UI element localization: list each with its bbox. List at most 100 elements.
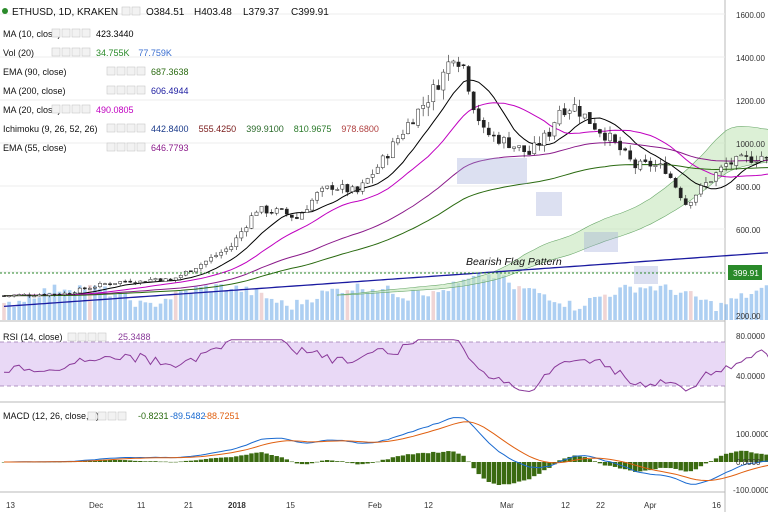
indicator-settings-icon[interactable] [71,28,81,38]
macd-icons[interactable] [87,411,127,421]
volume-bar [628,286,632,320]
indicator-settings-icon[interactable] [126,142,136,152]
macd-histogram-bar [481,462,486,479]
candle [360,182,365,192]
volume-bar [2,302,6,320]
indicator-settings-icon[interactable] [81,47,91,57]
macd-histogram-bar [400,455,406,462]
time-tick: 12 [424,501,433,510]
volume-bar [426,296,430,320]
candle [290,214,294,218]
volume-bar [365,292,370,320]
indicator-settings-icon[interactable] [106,85,116,95]
flag-box-2 [536,192,562,216]
time-axis[interactable]: 13 Dec 11 21 2018 15 Feb 12 Mar 12 22 Ap… [6,501,721,510]
volume-bar [113,294,117,320]
price-axis[interactable]: 1600.00 1400.00 1200.00 1000.00 800.00 6… [736,11,765,321]
candle [557,110,562,125]
indicator-settings-icon[interactable] [81,28,91,38]
indicator-settings-icon[interactable] [116,123,126,133]
volume-bar [552,302,557,320]
indicator-settings-icon[interactable] [136,123,146,133]
indicator-settings-icon[interactable] [136,66,146,76]
indicator-settings-icon[interactable] [116,66,126,76]
indicator-settings-icon[interactable] [106,123,116,133]
macd-histogram-bar [532,462,537,477]
indicator-settings-icon[interactable] [61,28,71,38]
macd-histogram-bar [244,454,249,462]
indicator-settings-icon[interactable] [71,104,81,114]
macd-histogram-bar [527,462,532,480]
header-icons[interactable] [121,6,141,16]
macd-histogram-bar [491,462,497,484]
indicator-settings-icon[interactable] [116,85,126,95]
volume-bar [582,305,587,320]
indicator-settings-icon[interactable] [51,28,61,38]
macd-histogram-bar [521,462,527,481]
volume-bar [335,288,340,320]
settings-icon[interactable] [117,411,127,421]
flag-box-3 [584,232,618,252]
indicator-settings-icon[interactable] [126,123,136,133]
macd-histogram-bar [759,453,764,462]
candle [643,159,648,162]
indicator-settings-icon[interactable] [61,47,71,57]
settings-icon[interactable] [77,332,87,342]
volume-bar [199,286,203,320]
macd-histogram-bar [668,462,673,469]
settings-icon[interactable] [97,411,107,421]
volume-bar [451,281,456,320]
indicator-value: 399.9100 [246,124,284,134]
volume-bar [502,275,506,320]
macd-histogram-bar [335,461,340,462]
macd-histogram-bar [723,453,729,462]
candle [648,160,653,167]
candle [37,294,42,297]
settings-icon[interactable] [97,332,107,342]
price-tick: 1000.00 [736,140,765,149]
candle [330,185,335,190]
volume-bar [224,290,228,320]
indicator-settings-icon[interactable] [51,104,61,114]
candle [153,278,158,281]
indicator-settings-icon[interactable] [51,47,61,57]
indicator-settings-icon[interactable] [106,66,116,76]
volume-bar [229,288,234,320]
time-tick: 15 [286,501,295,510]
macd-histogram-bar [643,462,648,471]
time-tick: Dec [89,501,103,510]
settings-icon[interactable] [87,411,97,421]
settings-icon[interactable] [107,411,117,421]
indicator-settings-icon[interactable] [126,85,136,95]
settings-icon[interactable] [67,332,77,342]
indicator-settings-icon[interactable] [136,142,146,152]
candle [593,123,597,130]
indicator-settings-icon[interactable] [71,47,81,57]
indicator-settings-icon[interactable] [116,142,126,152]
indicator-settings-icon[interactable] [136,85,146,95]
indicator-label: Vol (20) [3,48,34,58]
volume-bar [719,302,723,320]
macd-histogram-bar [405,454,411,462]
candle [668,173,673,178]
volume-bar [133,306,138,320]
candle [62,292,67,295]
settings-icon[interactable] [131,6,141,16]
candle [658,163,663,166]
settings-icon[interactable] [87,332,97,342]
indicator-settings-icon[interactable] [106,142,116,152]
volume-bar [547,300,552,320]
indicator-label: EMA (90, close) [3,67,67,77]
indicator-settings-icon[interactable] [61,104,71,114]
candle [82,287,87,290]
candle [466,66,471,92]
indicator-settings-icon[interactable] [126,66,136,76]
settings-icon[interactable] [121,6,131,16]
candle [653,165,658,167]
macd-histogram-bar [249,453,254,462]
rsi-icons[interactable] [67,332,107,342]
volume-bar [47,292,52,320]
indicator-settings-icon[interactable] [81,104,91,114]
volume-bar [32,298,37,320]
